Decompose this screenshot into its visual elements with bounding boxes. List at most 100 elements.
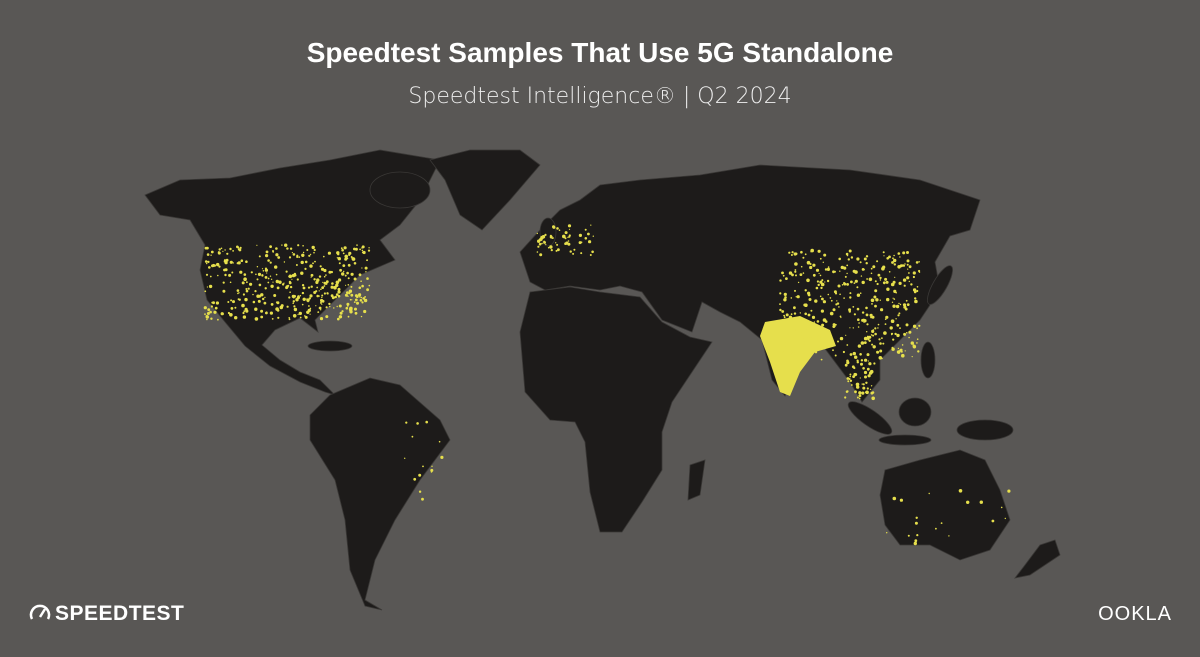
- coverage-dot: [820, 282, 825, 287]
- coverage-dot: [803, 303, 807, 307]
- coverage-dot: [308, 254, 311, 257]
- coverage-dot: [366, 277, 369, 280]
- coverage-dot: [557, 248, 560, 252]
- coverage-dot: [310, 273, 314, 277]
- coverage-dot: [348, 253, 351, 256]
- coverage-dot: [254, 317, 259, 321]
- coverage-dot: [562, 235, 566, 239]
- coverage-dot: [884, 318, 887, 321]
- coverage-dot: [865, 306, 868, 310]
- coverage-dot: [544, 233, 547, 236]
- coverage-dot: [873, 362, 876, 365]
- coverage-dot: [301, 303, 304, 306]
- coverage-dot: [915, 261, 919, 264]
- coverage-dot: [295, 264, 298, 266]
- coverage-dot: [283, 261, 286, 263]
- coverage-dot: [826, 267, 831, 271]
- coverage-dot: [364, 296, 366, 298]
- coverage-dot: [232, 262, 234, 264]
- coverage-dot: [890, 282, 895, 287]
- coverage-dot: [864, 375, 867, 379]
- coverage-dot: [892, 496, 897, 501]
- coverage-dot: [237, 298, 240, 301]
- coverage-dot: [847, 360, 849, 363]
- coverage-dot: [337, 317, 340, 321]
- coverage-dot: [222, 281, 225, 284]
- coverage-dot: [284, 243, 288, 247]
- coverage-dot: [317, 311, 320, 313]
- coverage-dot: [867, 360, 869, 362]
- coverage-dot: [800, 332, 805, 336]
- coverage-dot: [340, 247, 343, 250]
- coverage-dot: [543, 241, 546, 244]
- coverage-dot: [866, 353, 870, 357]
- coverage-dot: [246, 290, 249, 292]
- coverage-dot: [897, 347, 900, 350]
- coverage-dot: [306, 249, 309, 251]
- coverage-dot: [275, 247, 278, 250]
- coverage-dot: [274, 265, 278, 269]
- coverage-dot: [281, 244, 283, 246]
- coverage-dot: [231, 271, 234, 274]
- coverage-dot: [351, 299, 353, 301]
- coverage-dot: [342, 252, 345, 255]
- coverage-dot: [948, 535, 950, 537]
- coverage-dot: [302, 292, 304, 294]
- coverage-dot: [914, 297, 917, 300]
- coverage-dot: [802, 341, 806, 345]
- coverage-dot: [234, 316, 238, 320]
- south-america: [309, 377, 451, 611]
- coverage-dot: [358, 286, 362, 290]
- coverage-dot: [209, 310, 212, 314]
- coverage-dot: [318, 290, 320, 292]
- coverage-dot: [276, 286, 280, 290]
- coverage-dot: [856, 359, 859, 362]
- coverage-dot: [310, 276, 312, 278]
- coverage-dot: [591, 250, 594, 254]
- coverage-dot: [405, 421, 408, 424]
- coverage-dot: [354, 247, 358, 251]
- coverage-dot: [567, 240, 570, 242]
- coverage-dot: [350, 285, 353, 288]
- coverage-dot: [790, 254, 793, 256]
- coverage-dot: [224, 261, 228, 265]
- coverage-dot: [868, 339, 871, 342]
- coverage-dot: [310, 285, 313, 288]
- coverage-dot: [279, 305, 284, 310]
- coverage-dot: [334, 295, 338, 299]
- coverage-dot: [210, 305, 213, 308]
- coverage-dot: [826, 279, 830, 283]
- coverage-dot: [206, 286, 208, 288]
- coverage-dot: [342, 264, 346, 267]
- coverage-dot: [857, 326, 860, 328]
- coverage-dot: [224, 249, 226, 251]
- coverage-dot: [876, 282, 879, 286]
- coverage-dot: [545, 243, 547, 246]
- coverage-dot: [899, 327, 901, 329]
- coverage-dot: [339, 268, 342, 272]
- coverage-dot: [832, 308, 836, 312]
- coverage-dot: [536, 232, 538, 235]
- coverage-dot: [330, 270, 333, 274]
- coverage-dot: [852, 306, 855, 308]
- coverage-dot: [822, 261, 824, 263]
- coverage-dot: [848, 249, 852, 253]
- coverage-dot: [802, 272, 805, 274]
- coverage-dot: [288, 280, 291, 283]
- coverage-dot: [891, 346, 894, 349]
- coverage-dot: [912, 324, 917, 328]
- coverage-dot: [261, 274, 264, 276]
- coverage-dot: [226, 252, 229, 255]
- coverage-dot: [863, 341, 867, 344]
- coverage-dot: [567, 236, 569, 238]
- coverage-dot: [796, 295, 800, 299]
- coverage-dot: [859, 353, 862, 356]
- coverage-dot: [826, 331, 829, 334]
- coverage-dot: [323, 292, 326, 295]
- coverage-dot: [877, 327, 879, 329]
- australia: [879, 449, 1011, 561]
- coverage-dot: [844, 363, 848, 367]
- coverage-dot: [242, 311, 245, 315]
- coverage-dot: [874, 289, 878, 293]
- coverage-dot: [245, 288, 248, 290]
